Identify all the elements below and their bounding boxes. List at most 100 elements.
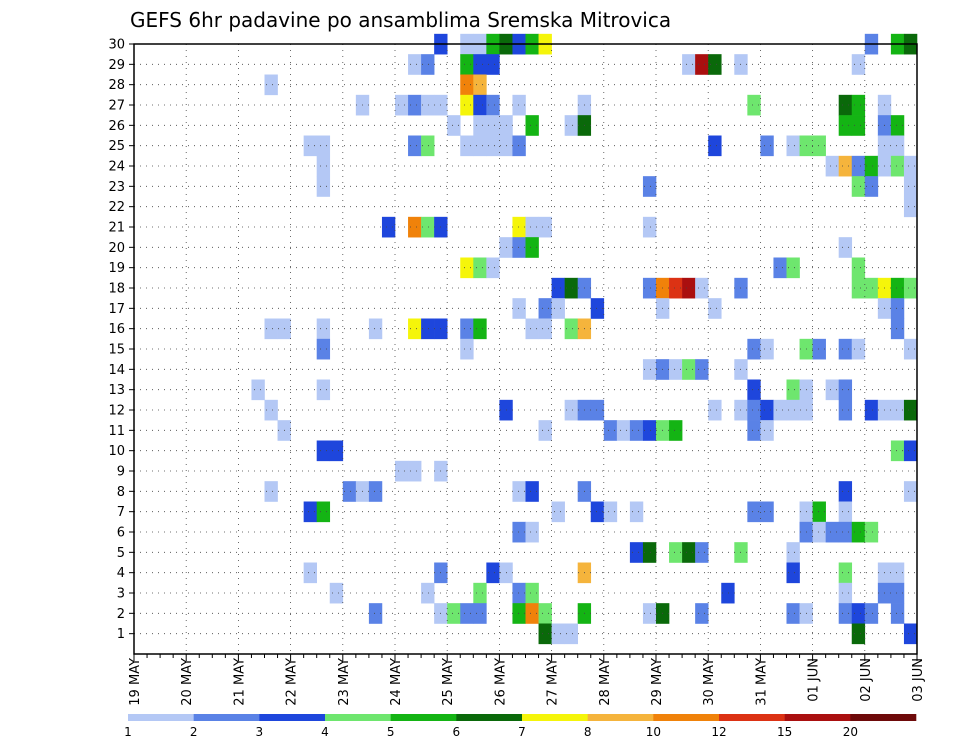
colorbar-label: 4 [321,725,329,739]
heatmap-cell [682,54,696,75]
heatmap-cell [421,54,435,75]
heatmap-cell [512,237,526,258]
heatmap-cell [368,603,383,624]
heatmap-cell [786,562,800,584]
heatmap-cell [538,318,552,340]
heatmap-cell [642,216,657,238]
heatmap-cell [408,460,422,482]
heatmap-cell [460,603,474,624]
heatmap-cell [851,338,866,360]
heatmap-cell [708,298,722,319]
y-tick-label: 19 [108,261,125,276]
y-tick-label: 7 [117,505,125,520]
heatmap-cell [525,237,539,258]
heatmap-cell [473,257,487,279]
heatmap-cell [708,54,722,75]
heatmap-cell [812,135,826,157]
heatmap-cell [851,521,866,543]
y-tick-label: 2 [117,607,125,622]
heatmap-cell [603,420,618,441]
colorbar-swatch [653,714,720,721]
heatmap-cell [812,521,826,543]
heatmap-cell [512,298,526,319]
heatmap-cell [316,379,331,401]
colorbar-label: 10 [646,725,661,739]
heatmap-cell [682,277,696,299]
heatmap-cell [473,582,487,604]
x-tick-label: 20 MAY [180,658,195,706]
heatmap-cell [473,54,487,75]
heatmap-cell [603,501,618,523]
colorbar-swatch [784,714,851,721]
heatmap-cell [538,420,552,441]
heatmap-cell [473,74,487,96]
heatmap-cell [864,155,879,177]
heatmap-cell [864,277,879,299]
heatmap-cell [251,379,265,401]
heatmap-cell [460,74,474,96]
x-tick-label: 19 MAY [128,658,143,706]
heatmap-cell [708,399,722,421]
heatmap-cell [551,298,565,319]
heatmap-cell [838,481,853,502]
heatmap-cell [890,440,905,462]
colorbar-swatch [587,714,654,721]
heatmap-cell [695,359,709,380]
heatmap-cell [851,94,866,116]
x-tick-label: 29 MAY [650,658,665,706]
heatmap-cell [512,603,526,624]
heatmap-cell [590,501,605,523]
colorbar-swatch [325,714,391,721]
heatmap-cell [669,277,683,299]
x-tick-label: 22 MAY [285,658,300,706]
heatmap-cell [786,542,800,563]
heatmap-cell [512,521,526,543]
y-tick-label: 23 [108,180,125,195]
heatmap-cell [368,481,383,502]
x-tick-label: 31 MAY [754,658,769,706]
colorbar-swatch [719,714,785,721]
heatmap-cell [838,562,853,584]
colorbar-swatch [390,714,457,721]
heatmap-cell [538,298,552,319]
heatmap-cell [264,481,278,502]
heatmap-cell [669,542,683,563]
heatmap-cell [890,155,905,177]
heatmap-cell [564,318,578,340]
heatmap-cell [747,338,761,360]
colorbar-swatch [259,714,326,721]
y-tick-label: 24 [108,160,125,175]
heatmap-cell [642,359,657,380]
colorbar-label: 6 [453,725,461,739]
heatmap-cell [316,318,331,340]
heatmap-cell [525,216,539,238]
heatmap-cell [303,562,317,584]
heatmap-cell [486,562,500,584]
heatmap-cell [773,257,787,279]
colorbar-label: 1 [124,725,132,739]
y-tick-label: 12 [108,404,125,419]
heatmap-cell [486,115,500,136]
heatmap-cell [460,318,474,340]
heatmap-cell [316,501,331,523]
colorbar-label: 7 [518,725,526,739]
colorbar-label: 3 [256,725,264,739]
heatmap-cell [616,420,631,441]
heatmap-cell [316,135,331,157]
heatmap-cell [512,94,526,116]
heatmap-cell [395,94,409,116]
heatmap-cell [747,379,761,401]
y-tick-label: 18 [108,282,125,297]
heatmap-cell [890,277,905,299]
heatmap-cell [642,176,657,197]
heatmap-cell [851,155,866,177]
colorbar-label: 5 [387,725,395,739]
y-tick-label: 6 [117,526,125,541]
heatmap-cell [421,216,435,238]
heatmap-cell [408,135,422,157]
heatmap-cell [851,176,866,197]
y-tick-label: 16 [108,322,125,337]
heatmap-cell [421,318,435,340]
heatmap-cell [864,176,879,197]
